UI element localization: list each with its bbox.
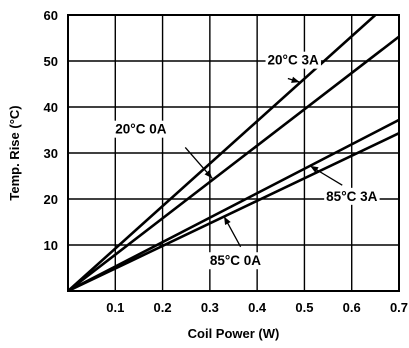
tick-labels: 0.1 0.2 0.3 0.4 0.5 0.6 0.7 10 20 30 40 50 60 [44,8,409,315]
annotation-label: 85°C 3A [326,189,377,204]
annotation-3: 85°C 0A [207,216,264,270]
annotation-label-bg [207,252,264,270]
annotation-1: 20°C 0A [113,120,213,179]
grid [68,15,399,291]
x-tick-label: 0.2 [154,300,172,315]
y-tick-label: 20 [44,192,58,207]
annotation-arrowhead [204,170,213,179]
annotation-arrowhead [310,165,319,173]
series-line-0 [68,15,377,291]
y-tick-label: 40 [44,100,58,115]
x-tick-label: 0.1 [106,300,124,315]
annotation-label: 20°C 3A [268,53,319,68]
annotation-label: 20°C 0A [115,122,166,137]
x-tick-label: 0.6 [343,300,361,315]
annotation-2: 85°C 3A [309,165,380,205]
annotation-arrowhead [224,216,231,226]
x-tick-label: 0.5 [295,300,313,315]
y-tick-label: 50 [44,54,58,69]
series-line-1 [68,35,399,291]
annotation-arrowhead [291,76,300,83]
series-line-3 [68,132,399,291]
series-line-2 [68,118,399,291]
annotation-label-bg [265,51,321,69]
x-tick-label: 0.3 [201,300,219,315]
y-tick-label: 60 [44,8,58,23]
y-tick-label: 10 [44,238,58,253]
series-lines [68,15,399,291]
annotation-label-bg [324,187,380,205]
x-tick-label: 0.7 [390,300,408,315]
y-tick-label: 30 [44,146,58,161]
x-tick-label: 0.4 [248,300,267,315]
annotation-label: 85°C 0A [210,253,261,268]
y-axis-label: Temp. Rise (°C) [7,105,22,200]
plot-frame [67,14,400,292]
annotation-0: 20°C 3A [265,51,321,83]
series-annotations: 20°C 3A 20°C 0A 85°C 3A 85°C 0A [113,51,380,270]
annotation-label-bg [113,120,169,138]
x-axis-label: Coil Power (W) [188,326,280,341]
